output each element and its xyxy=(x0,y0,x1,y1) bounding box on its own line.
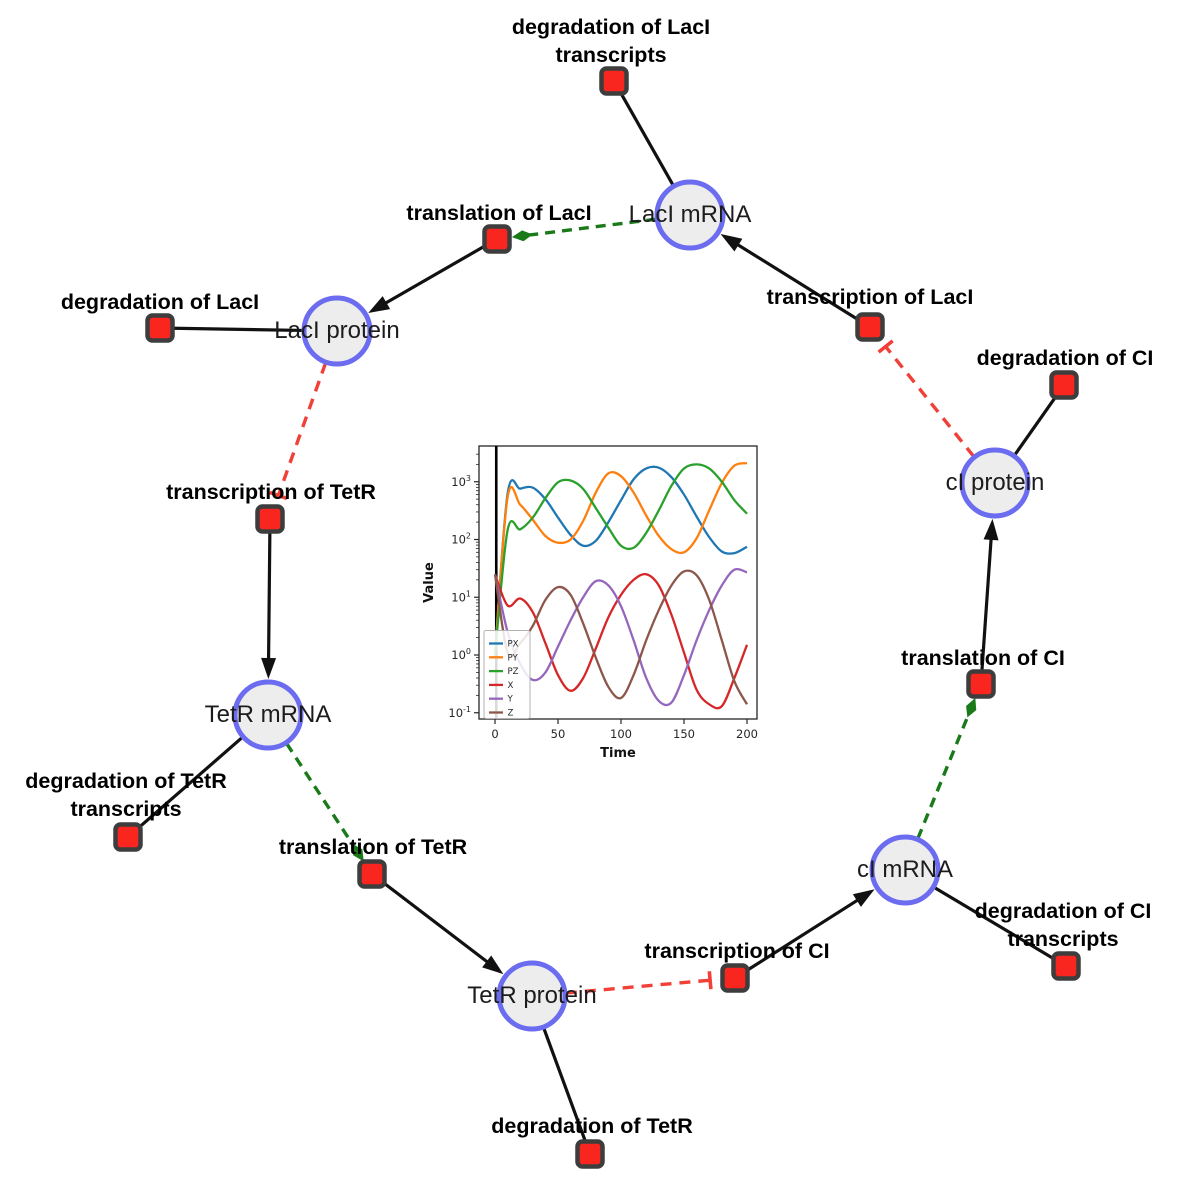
reaction-node-deg_ci_tx xyxy=(1051,951,1081,981)
y-tick-label: 10-1 xyxy=(448,705,471,720)
edge-ci_mrna-tl_ci xyxy=(916,697,977,840)
modifier-arrowhead-icon xyxy=(352,843,364,862)
edge-tetr_mrna-tl_tetr xyxy=(285,742,364,862)
modifier-arrowhead-icon xyxy=(511,230,533,242)
reaction-node-deg_tetr xyxy=(575,1139,605,1169)
edge-tl_laci-laci_protein xyxy=(368,244,486,314)
edge-tetr_mrna-deg_tetr_tx xyxy=(137,736,244,830)
reaction-node-deg_ci xyxy=(1049,370,1079,400)
chart-legend: PX PY PZ XYZ xyxy=(483,630,531,719)
edge-tetr_protein-deg_tetr xyxy=(542,1027,587,1142)
edge-laci_protein-deg_laci xyxy=(173,326,304,333)
series-line-PX xyxy=(493,465,748,656)
edge-tr_laci-laci_mrna xyxy=(720,234,859,321)
series-line-PZ xyxy=(493,463,748,656)
edge-laci_mrna-tl_laci xyxy=(511,217,657,242)
reaction-node-tl_ci xyxy=(966,669,996,699)
species-node-tetr_protein xyxy=(496,960,568,1032)
species-node-tetr_mrna xyxy=(232,679,304,751)
y-axis-label: Value xyxy=(422,562,437,603)
inhibition-tbar-icon xyxy=(877,339,894,354)
species-node-ci_mrna xyxy=(869,834,941,906)
edge-laci_protein-tr_tetr xyxy=(269,362,328,501)
species-node-laci_mrna xyxy=(654,179,726,251)
y-tick-label: 100 xyxy=(451,647,471,662)
edges-layer xyxy=(137,92,1058,1142)
legend-label-PY: PY xyxy=(508,653,519,663)
chart-ticks: 0 50 100 150 200 10-1 100 101 102 103 xyxy=(448,453,758,741)
legend-label-PZ: PZ xyxy=(508,667,519,677)
legend-box xyxy=(483,630,531,719)
reaction-node-tr_tetr xyxy=(255,504,285,534)
edge-tr_ci-ci_mrna xyxy=(745,889,875,972)
modifier-arrowhead-icon xyxy=(966,697,977,718)
legend-label-Y: Y xyxy=(507,695,514,705)
arrowhead-icon xyxy=(720,234,743,252)
edge-ci_mrna-deg_ci_tx xyxy=(933,886,1055,961)
species-node-laci_protein xyxy=(301,295,373,367)
legend-label-Z: Z xyxy=(508,709,514,719)
edge-ci_protein-tr_laci xyxy=(877,339,976,458)
edge-tetr_protein-tr_ci xyxy=(565,971,713,995)
series-line-PY xyxy=(493,461,748,656)
reaction-node-deg_laci_tx xyxy=(599,66,629,96)
series-line-Z xyxy=(493,569,749,705)
legend-label-X: X xyxy=(508,681,514,691)
edge-laci_mrna-deg_laci_tx xyxy=(619,92,675,187)
chart-series xyxy=(493,461,749,710)
arrowhead-icon xyxy=(368,296,391,314)
x-tick-label: 100 xyxy=(610,727,632,741)
x-tick-label: 150 xyxy=(673,727,695,741)
series-line-Y xyxy=(493,567,748,707)
edge-ci_protein-deg_ci xyxy=(1013,395,1058,457)
x-tick-label: 200 xyxy=(736,727,758,741)
reaction-node-deg_laci xyxy=(145,313,175,343)
reaction-node-tr_laci xyxy=(855,312,885,342)
y-tick-label: 102 xyxy=(451,532,471,547)
x-axis-label: Time xyxy=(600,746,636,761)
arrowhead-icon xyxy=(261,657,277,680)
inhibition-tbar-icon xyxy=(707,971,713,990)
edge-tl_ci-ci_protein xyxy=(980,518,999,671)
y-tick-label: 103 xyxy=(451,474,471,489)
reaction-node-tl_tetr xyxy=(357,859,387,889)
edge-tr_tetr-tetr_mrna xyxy=(261,532,277,680)
reaction-node-tr_ci xyxy=(720,963,750,993)
nodes-layer xyxy=(113,66,1081,1169)
arrowhead-icon xyxy=(482,955,504,975)
arrowhead-icon xyxy=(983,518,999,541)
species-node-ci_protein xyxy=(959,447,1031,519)
x-tick-label: 0 xyxy=(491,727,498,741)
edge-tl_tetr-tetr_protein xyxy=(382,881,504,975)
inhibition-tbar-icon xyxy=(269,490,288,501)
reaction-node-tl_laci xyxy=(482,224,512,254)
y-tick-label: 101 xyxy=(451,589,471,604)
reaction-node-deg_tetr_tx xyxy=(113,822,143,852)
inset-chart: 0 50 100 150 20010-1100101102103TimeValuePXP… xyxy=(422,445,758,761)
arrowhead-icon xyxy=(852,889,875,907)
legend-label-PX: PX xyxy=(508,640,519,650)
x-tick-label: 50 xyxy=(551,727,566,741)
